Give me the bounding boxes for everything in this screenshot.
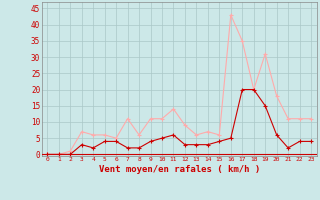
X-axis label: Vent moyen/en rafales ( km/h ): Vent moyen/en rafales ( km/h ) (99, 165, 260, 174)
